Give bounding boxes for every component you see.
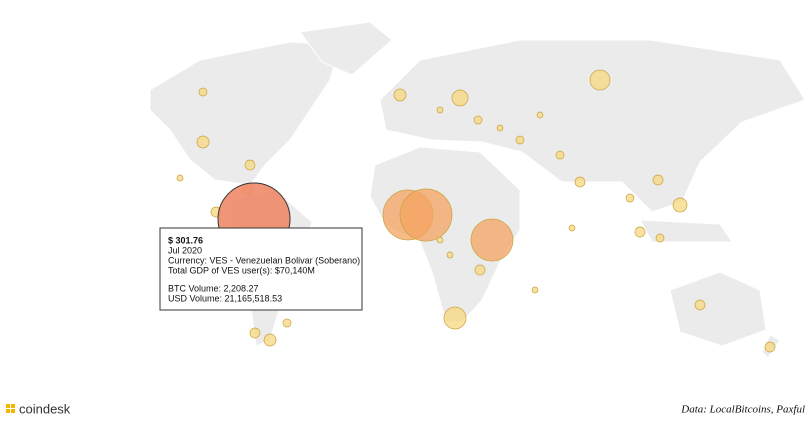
tooltip-date: Jul 2020 <box>168 245 202 255</box>
logo-icon <box>6 409 10 413</box>
bubble[interactable] <box>574 176 586 188</box>
source: Data: LocalBitcoins, Paxful <box>680 404 805 416</box>
greenland <box>299 21 393 76</box>
logo-icon <box>6 404 10 408</box>
logo: coindesk <box>6 401 71 416</box>
bubble[interactable] <box>568 224 576 232</box>
bubble[interactable] <box>589 69 611 91</box>
bubble[interactable] <box>263 333 277 347</box>
bubble[interactable] <box>446 251 454 259</box>
bubble[interactable] <box>515 135 525 145</box>
bubble[interactable] <box>652 174 664 186</box>
australia <box>669 271 767 347</box>
bubble[interactable] <box>393 88 407 102</box>
tooltip-usd: USD Volume: 21,165,518.53 <box>168 293 282 303</box>
bubble[interactable] <box>244 159 256 171</box>
logo-icon <box>11 409 15 413</box>
bubble[interactable] <box>196 135 210 149</box>
north-america <box>149 41 341 186</box>
bubble[interactable] <box>536 111 544 119</box>
bubble[interactable] <box>436 236 444 244</box>
tooltip-btc: BTC Volume: 2,208.27 <box>168 283 259 293</box>
bubble[interactable] <box>282 318 292 328</box>
logo-text: coindesk <box>19 401 71 416</box>
bubble[interactable] <box>470 218 514 262</box>
bubble[interactable] <box>443 306 467 330</box>
bubble[interactable] <box>436 106 444 114</box>
bubble[interactable] <box>474 264 486 276</box>
bubble[interactable] <box>249 327 261 339</box>
tooltip-currency: Currency: VES - Venezuelan Bolivar (Sobe… <box>168 255 360 265</box>
bubble[interactable] <box>451 89 469 107</box>
tooltip-gdp: Total GDP of VES user(s): $70,140M <box>168 265 315 275</box>
bubble[interactable] <box>176 174 184 182</box>
bubble[interactable] <box>473 115 483 125</box>
tooltip-box <box>159 227 363 311</box>
bubble[interactable] <box>764 341 776 353</box>
bubble[interactable] <box>496 124 504 132</box>
bubble[interactable] <box>625 193 635 203</box>
bubble[interactable] <box>198 87 208 97</box>
tooltip: $ 301.76 Jul 2020 Currency: VES - Venezu… <box>159 227 363 311</box>
bubble[interactable] <box>555 150 565 160</box>
logo-icon <box>11 404 15 408</box>
bubble[interactable] <box>672 197 688 213</box>
bubble[interactable] <box>399 188 453 242</box>
bubble[interactable] <box>634 226 646 238</box>
bubble[interactable] <box>531 286 539 294</box>
bubble[interactable] <box>694 299 706 311</box>
southeast-asia-islands <box>639 219 733 243</box>
bubble[interactable] <box>655 233 665 243</box>
tooltip-price: $ 301.76 <box>168 235 203 245</box>
